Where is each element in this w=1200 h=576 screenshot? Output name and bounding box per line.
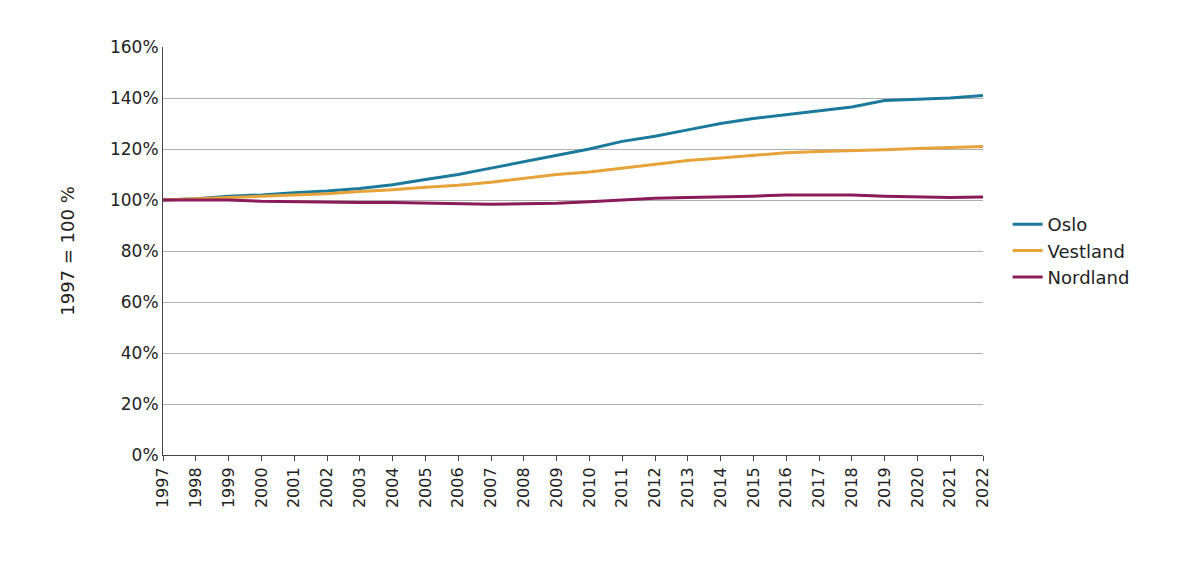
svg-text:2011: 2011: [612, 467, 631, 508]
svg-text:2017: 2017: [809, 467, 828, 508]
svg-text:2019: 2019: [875, 467, 894, 508]
svg-text:120%: 120%: [110, 139, 159, 159]
svg-text:Oslo: Oslo: [1048, 214, 1088, 235]
svg-text:2002: 2002: [317, 467, 336, 508]
svg-text:40%: 40%: [121, 343, 159, 363]
svg-text:2016: 2016: [776, 467, 795, 508]
svg-text:2022: 2022: [973, 467, 992, 508]
svg-text:2012: 2012: [645, 467, 664, 508]
svg-text:2006: 2006: [448, 467, 467, 508]
svg-text:1997 = 100 %: 1997 = 100 %: [57, 186, 78, 316]
svg-text:2009: 2009: [547, 467, 566, 508]
svg-text:2008: 2008: [514, 467, 533, 508]
svg-text:100%: 100%: [110, 190, 159, 210]
svg-text:0%: 0%: [132, 445, 159, 465]
svg-text:1997: 1997: [153, 467, 172, 508]
svg-text:2003: 2003: [350, 467, 369, 508]
svg-text:2015: 2015: [744, 467, 763, 508]
svg-text:Nordland: Nordland: [1048, 267, 1130, 288]
svg-text:2001: 2001: [284, 467, 303, 508]
svg-text:Vestland: Vestland: [1048, 241, 1125, 262]
svg-text:2004: 2004: [383, 467, 402, 508]
svg-text:1998: 1998: [186, 467, 205, 508]
svg-text:2013: 2013: [678, 467, 697, 508]
svg-text:2010: 2010: [580, 467, 599, 508]
svg-text:20%: 20%: [121, 394, 159, 414]
svg-text:2020: 2020: [908, 467, 927, 508]
svg-text:1999: 1999: [219, 467, 238, 508]
svg-text:140%: 140%: [110, 88, 159, 108]
svg-text:2000: 2000: [252, 467, 271, 508]
svg-text:80%: 80%: [121, 241, 159, 261]
svg-text:2005: 2005: [416, 467, 435, 508]
svg-text:2014: 2014: [711, 467, 730, 508]
svg-text:2007: 2007: [481, 467, 500, 508]
svg-text:2018: 2018: [842, 467, 861, 508]
svg-text:2021: 2021: [940, 467, 959, 508]
svg-text:60%: 60%: [121, 292, 159, 312]
svg-text:160%: 160%: [110, 37, 159, 57]
